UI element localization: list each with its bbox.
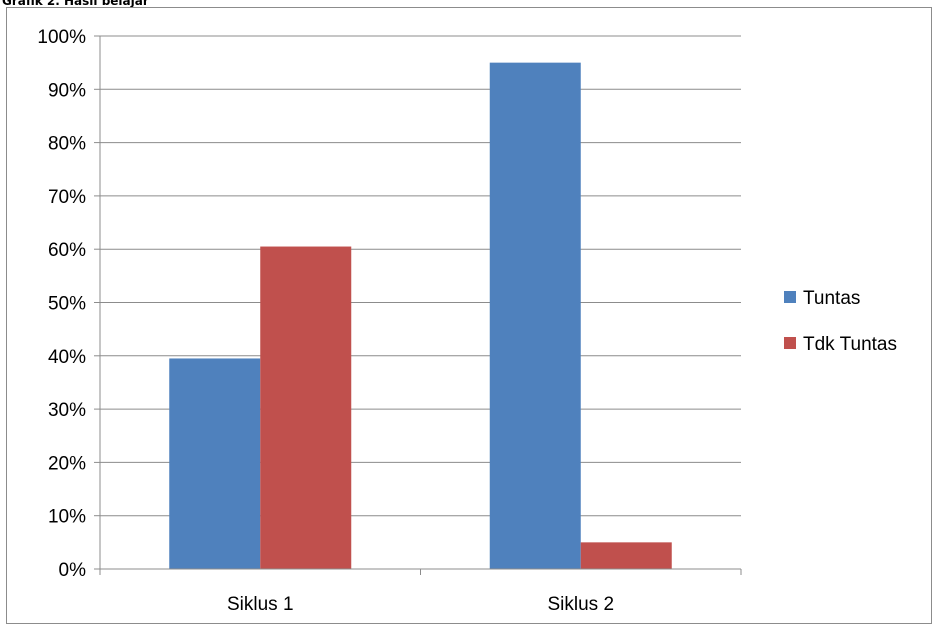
y-tick-label: 90% [48, 80, 86, 101]
y-tick-label: 100% [37, 27, 86, 48]
bar-tdk-tuntas-siklus-2 [580, 542, 672, 569]
bar-tuntas-siklus-1 [169, 358, 261, 569]
y-tick-label: 20% [48, 453, 86, 474]
legend-label: Tuntas [803, 288, 860, 309]
y-tick-label: 0% [59, 560, 87, 581]
chart-caption: Grafik 2. Hasil belajar [2, 0, 149, 8]
legend-swatch [784, 291, 796, 303]
x-category-label: Siklus 1 [227, 594, 294, 615]
y-tick-label: 70% [48, 187, 86, 208]
bar-tdk-tuntas-siklus-1 [260, 246, 352, 569]
legend: Tuntas Tdk Tuntas [784, 288, 897, 355]
x-category-label: Siklus 2 [547, 594, 614, 615]
legend-swatch [784, 337, 796, 349]
gridlines [100, 35, 741, 517]
y-tick-label: 50% [48, 294, 86, 315]
bars [169, 62, 672, 570]
y-tick-label: 60% [48, 240, 86, 261]
y-tick-label: 30% [48, 400, 86, 421]
bar-chart: 0% 10% 20% 30% 40% 50% 60% 70% 80% 90% 100% Siklus … [37, 27, 897, 615]
y-tick-label: 40% [48, 347, 86, 368]
y-tick-label: 10% [48, 507, 86, 528]
axes: 0% 10% 20% 30% 40% 50% 60% 70% 80% 90% 100% Siklus … [37, 27, 742, 615]
legend-label: Tdk Tuntas [803, 334, 897, 355]
bar-tuntas-siklus-2 [489, 62, 581, 570]
y-tick-label: 80% [48, 134, 86, 155]
chart-frame: 0% 10% 20% 30% 40% 50% 60% 70% 80% 90% 100% Siklus … [6, 7, 932, 624]
